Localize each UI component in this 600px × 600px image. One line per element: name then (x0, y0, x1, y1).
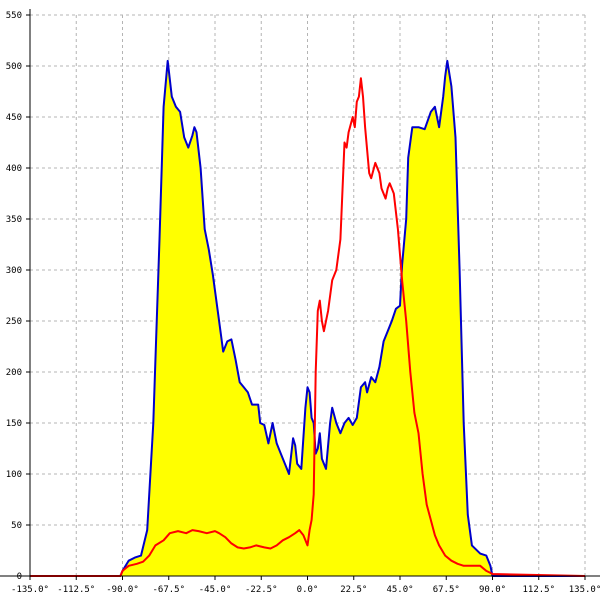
grid (29, 14, 586, 576)
y-tick-label: 250 (6, 317, 22, 327)
x-tick-label: -135.0° (11, 585, 49, 595)
x-tick-label: 22.5° (340, 585, 367, 595)
y-tick-label: 350 (6, 215, 22, 225)
series-2-line (30, 77, 586, 577)
x-tick-label: 90.0° (479, 585, 506, 595)
y-tick-label: 400 (6, 164, 22, 174)
y-tick-label: 300 (6, 266, 22, 276)
series-lines (30, 59, 586, 577)
y-tick-label: 150 (6, 419, 22, 429)
x-tick-label: -90.0° (106, 585, 139, 595)
y-tick-label: 450 (6, 113, 22, 123)
x-tick-label: 135.0° (569, 585, 600, 595)
area-fill-layer (30, 60, 585, 576)
y-tick-label: 100 (6, 470, 22, 480)
x-tick-label: -22.5° (245, 585, 278, 595)
x-tick-label: -112.5° (57, 585, 95, 595)
series-1-area (30, 60, 585, 576)
x-tick-label: -45.0° (199, 585, 232, 595)
axes (0, 9, 600, 580)
y-tick-label: 550 (6, 11, 22, 21)
tick-labels: -135.0° -112.5° -90.0° -67.5° -45.0° -22.5° 0.… (6, 11, 600, 595)
x-tick-label: -67.5° (152, 585, 185, 595)
x-tick-label: 0.0° (297, 585, 319, 595)
y-tick-label: 0 (17, 572, 22, 582)
x-tick-label: 45.0° (386, 585, 413, 595)
y-tick-label: 50 (11, 521, 22, 531)
x-tick-label: 67.5° (433, 585, 460, 595)
x-tick-label: 112.5° (522, 585, 555, 595)
series-1-line (30, 59, 585, 577)
y-tick-label: 500 (6, 62, 22, 72)
y-tick-label: 200 (6, 368, 22, 378)
